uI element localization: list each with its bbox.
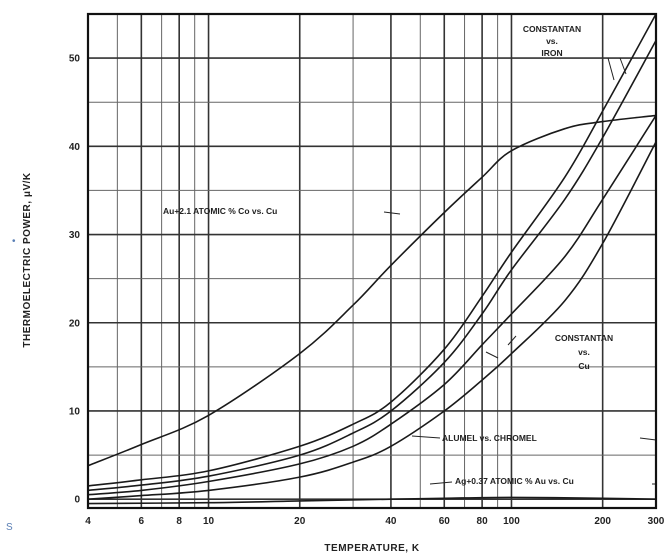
grid-lines	[87, 14, 657, 508]
annotation-leader	[507, 335, 517, 346]
x-tick-label: 200	[594, 516, 611, 527]
y-tick-label: 20	[69, 318, 81, 329]
annotation-leader	[619, 57, 627, 75]
y-axis-label: THERMOELECTRIC POWER, μV/K	[22, 172, 33, 348]
annotation-label: CONSTANTAN	[523, 24, 581, 34]
series-line-au-2-1-atomic-co-vs-cu	[87, 114, 657, 467]
series-line-constantan-vs-cu	[87, 40, 657, 492]
annotation-label: vs.	[578, 347, 590, 357]
series-line-ag-0-37-atomic-au-vs-cu	[87, 141, 657, 500]
annotation-label: Cu	[578, 361, 589, 371]
annotations: CONSTANTAN vs. IRON Au+2.1 ATOMIC % Co vs. …	[163, 24, 613, 486]
x-tick-label: 80	[477, 516, 489, 527]
plot-frame	[86, 12, 658, 510]
annotation-leader	[607, 57, 615, 81]
y-tick-label: 40	[69, 142, 81, 153]
x-tick-label: 60	[439, 516, 451, 527]
series-line-constantan-vs-iron	[87, 13, 657, 487]
y-tick-label: 30	[69, 230, 81, 241]
annotation-leader	[383, 211, 401, 215]
x-tick-label: 40	[385, 516, 397, 527]
annotation-label: vs.	[546, 36, 558, 46]
stray-mark: •	[12, 236, 16, 247]
annotation-label: CONSTANTAN	[555, 333, 613, 343]
x-tick-labels: 4 6 8 10 20 40 60 80 100 200 300	[85, 516, 665, 527]
series-line-alumel-vs-chromel	[87, 114, 657, 496]
y-tick-label: 50	[69, 54, 81, 65]
annotation-leaders	[383, 57, 657, 485]
x-axis-label: TEMPERATURE, K	[324, 543, 419, 554]
annotation-label: ALUMEL vs. CHROMEL	[442, 433, 537, 443]
annotation-leader	[485, 351, 499, 359]
annotation-label: Au+2.1 ATOMIC % Co vs. Cu	[163, 206, 277, 216]
x-tick-label: 4	[85, 516, 91, 527]
annotation-label: Ag+0.37 ATOMIC % Au vs. Cu	[455, 476, 574, 486]
data-curves	[87, 13, 657, 505]
y-tick-labels: 0 10 20 30 40 50	[69, 54, 81, 506]
annotation-leader	[429, 481, 453, 485]
annotation-leader	[639, 437, 657, 441]
x-tick-label: 100	[503, 516, 520, 527]
annotation-leader	[411, 435, 441, 439]
x-tick-label: 6	[139, 516, 145, 527]
x-tick-label: 20	[294, 516, 306, 527]
stray-mark: S	[6, 522, 13, 533]
y-tick-label: 0	[74, 495, 80, 506]
y-tick-label: 10	[69, 406, 81, 417]
annotation-label: IRON	[541, 48, 562, 58]
x-tick-label: 300	[648, 516, 665, 527]
x-tick-label: 10	[203, 516, 215, 527]
x-tick-label: 8	[176, 516, 182, 527]
series-line-baseline	[87, 496, 657, 505]
